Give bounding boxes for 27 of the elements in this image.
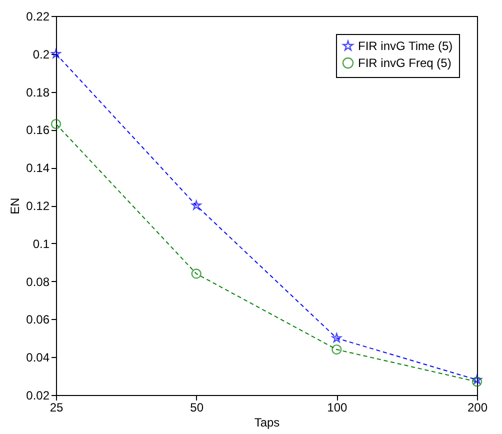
y-tick-label: 0.16 bbox=[26, 123, 50, 138]
y-axis-title: EN bbox=[8, 198, 22, 214]
x-tick-label: 200 bbox=[467, 400, 488, 414]
y-tick-label: 0.08 bbox=[26, 274, 50, 289]
y-tick-label: 0.1 bbox=[32, 236, 50, 251]
y-tick-label: 0.18 bbox=[26, 85, 50, 100]
y-tick-label: 0.06 bbox=[26, 312, 50, 327]
point bbox=[472, 374, 482, 384]
legend-label: FIR invG Freq (5) bbox=[358, 56, 452, 70]
x-axis-title: Taps bbox=[254, 416, 280, 430]
x-tick-label: 50 bbox=[190, 400, 204, 414]
y-tick-label: 0.22 bbox=[26, 10, 50, 24]
y-tick-label: 0.12 bbox=[26, 199, 50, 213]
point bbox=[332, 333, 342, 342]
point bbox=[332, 344, 342, 355]
y-tick-label: 0.02 bbox=[26, 388, 50, 402]
legend-label: FIR invG Time (5) bbox=[358, 39, 453, 53]
point bbox=[191, 200, 202, 210]
y-tick-label: 0.04 bbox=[26, 350, 50, 365]
point bbox=[472, 376, 482, 387]
y-tick-label: 0.14 bbox=[26, 161, 50, 176]
point bbox=[50, 118, 62, 130]
x-tick-label: 25 bbox=[50, 400, 64, 414]
x-tick-label: 100 bbox=[327, 400, 348, 414]
point bbox=[51, 48, 61, 58]
point bbox=[191, 268, 202, 279]
y-tick-label: 0.2 bbox=[32, 47, 50, 62]
